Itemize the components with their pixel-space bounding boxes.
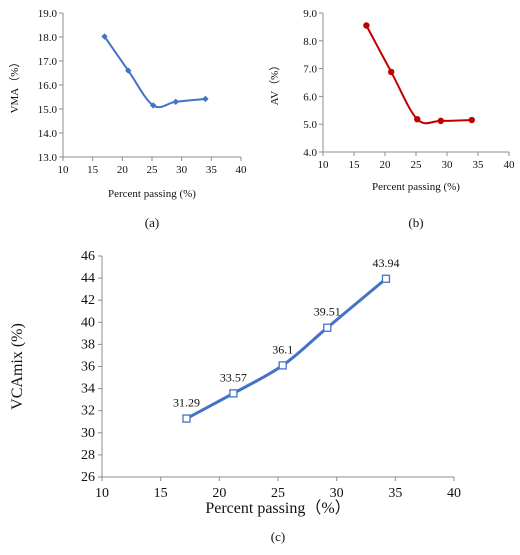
x-tick-label-c: 30 bbox=[330, 486, 344, 501]
data-point-a bbox=[172, 98, 179, 105]
data-point-b bbox=[388, 68, 395, 76]
y-tick-label-c: 30 bbox=[81, 426, 95, 441]
data-point-c bbox=[182, 414, 191, 423]
data-point-c bbox=[323, 323, 332, 332]
y-tick-label-c: 28 bbox=[81, 448, 95, 463]
y-tick-label-a: 16.0 bbox=[38, 80, 58, 92]
data-point-a bbox=[149, 102, 157, 109]
y-axis-title-a: VMA（%） bbox=[8, 57, 21, 114]
x-tick-label-b: 15 bbox=[349, 159, 361, 171]
panel-label-b: (b) bbox=[408, 215, 423, 230]
x-axis-title-b: Percent passing (%) bbox=[372, 181, 460, 193]
x-tick-label-b: 40 bbox=[504, 159, 516, 171]
data-point-a bbox=[125, 67, 132, 74]
y-axis-title-b: AV（%） bbox=[268, 60, 281, 106]
x-tick-label-c: 25 bbox=[271, 486, 285, 501]
y-tick-label-a: 17.0 bbox=[38, 56, 58, 68]
y-tick-label-c: 26 bbox=[81, 470, 95, 485]
x-tick-label-b: 10 bbox=[318, 159, 330, 171]
data-point-b bbox=[437, 117, 444, 125]
y-tick-label-a: 18.0 bbox=[38, 32, 58, 44]
x-tick-label-a: 15 bbox=[87, 164, 99, 176]
data-point-b bbox=[363, 22, 370, 29]
data-point-c bbox=[381, 274, 391, 283]
panel-label-a: (a) bbox=[145, 215, 159, 230]
y-tick-label-b: 6.0 bbox=[303, 91, 317, 103]
y-tick-label-c: 38 bbox=[81, 337, 95, 352]
x-axis-title-a: Percent passing (%) bbox=[108, 188, 196, 200]
panel-label-c: (c) bbox=[271, 529, 285, 544]
y-tick-label-b: 8.0 bbox=[303, 36, 317, 48]
x-axis-title-c: Percent passing（%） bbox=[205, 499, 350, 517]
data-label-c: 36.1 bbox=[272, 342, 293, 356]
y-tick-label-a: 13.0 bbox=[38, 152, 58, 164]
data-label-c: 31.29 bbox=[173, 396, 200, 410]
y-tick-label-b: 5.0 bbox=[303, 119, 317, 131]
x-tick-label-c: 40 bbox=[447, 486, 461, 501]
x-tick-label-a: 10 bbox=[58, 164, 70, 176]
data-label-c: 43.94 bbox=[372, 256, 399, 270]
data-point-a bbox=[202, 95, 209, 103]
x-tick-label-a: 40 bbox=[236, 164, 248, 176]
y-tick-label-b: 4.0 bbox=[303, 147, 317, 159]
x-tick-label-a: 25 bbox=[147, 164, 159, 176]
data-point-a bbox=[101, 33, 108, 40]
y-tick-label-c: 42 bbox=[81, 293, 95, 308]
data-label-c: 33.57 bbox=[220, 370, 247, 384]
y-tick-label-c: 36 bbox=[81, 360, 95, 375]
y-tick-label-a: 14.0 bbox=[38, 128, 58, 140]
y-tick-label-a: 19.0 bbox=[38, 8, 58, 20]
y-tick-label-c: 34 bbox=[81, 382, 95, 397]
y-tick-label-c: 44 bbox=[81, 271, 95, 286]
series-line-b bbox=[365, 25, 472, 125]
y-tick-label-b: 7.0 bbox=[303, 64, 317, 76]
y-tick-label-c: 46 bbox=[81, 249, 95, 264]
x-tick-label-b: 25 bbox=[411, 159, 423, 171]
x-tick-label-a: 20 bbox=[117, 164, 129, 176]
x-tick-label-c: 15 bbox=[154, 486, 168, 501]
y-tick-label-a: 15.0 bbox=[38, 104, 58, 116]
y-tick-label-b: 9.0 bbox=[303, 8, 317, 20]
x-tick-label-b: 30 bbox=[442, 159, 454, 171]
x-tick-label-c: 20 bbox=[212, 486, 226, 501]
data-label-c: 39.51 bbox=[314, 305, 341, 319]
x-tick-label-a: 30 bbox=[176, 164, 188, 176]
x-tick-label-b: 35 bbox=[473, 159, 485, 171]
data-point-c bbox=[278, 361, 287, 370]
x-tick-label-a: 35 bbox=[206, 164, 218, 176]
data-point-b bbox=[414, 115, 421, 123]
data-point-b bbox=[468, 116, 475, 124]
x-tick-label-c: 35 bbox=[388, 486, 402, 501]
y-tick-label-c: 40 bbox=[81, 315, 95, 330]
series-line-a bbox=[103, 35, 206, 109]
x-tick-label-c: 10 bbox=[95, 486, 109, 501]
y-axis-title-c: VCAmix (%) bbox=[9, 323, 26, 410]
x-tick-label-b: 20 bbox=[380, 159, 392, 171]
y-tick-label-c: 32 bbox=[81, 404, 95, 419]
data-point-c bbox=[229, 389, 238, 398]
